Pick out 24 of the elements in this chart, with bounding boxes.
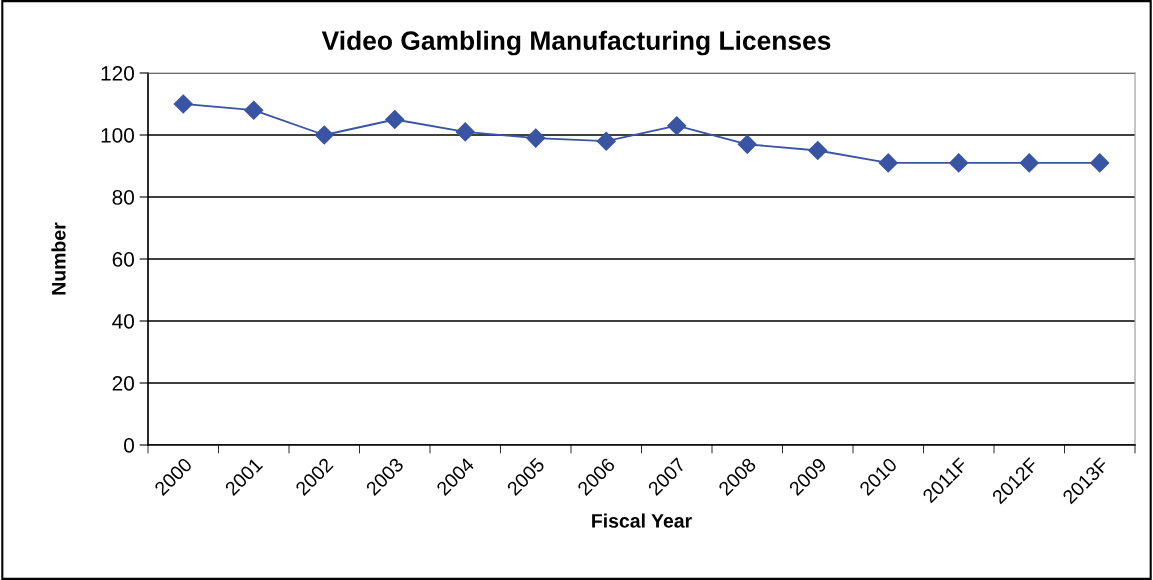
y-tick-label: 80 [112, 190, 134, 205]
point [244, 100, 264, 120]
y-tick-label: 120 [101, 66, 134, 81]
y-tick-label: 0 [124, 438, 134, 453]
point [1019, 153, 1039, 173]
point [1090, 153, 1110, 173]
point [737, 134, 757, 154]
point [596, 131, 616, 151]
y-tick-label: 100 [101, 128, 134, 143]
point [667, 116, 687, 136]
y-tick-label: 60 [112, 252, 134, 267]
point [314, 125, 334, 145]
y-tick-label: 40 [112, 314, 134, 329]
point [878, 153, 898, 173]
x-axis-title: Fiscal Year [592, 513, 692, 528]
point [808, 140, 828, 161]
point [949, 153, 969, 173]
chart-title: Video Gambling Manufacturing Licenses [321, 30, 831, 56]
point [173, 94, 193, 114]
y-axis-title: Number [51, 222, 66, 295]
point [385, 109, 405, 130]
y-tick-label: 20 [112, 376, 134, 391]
point [455, 122, 475, 142]
point [526, 128, 546, 148]
